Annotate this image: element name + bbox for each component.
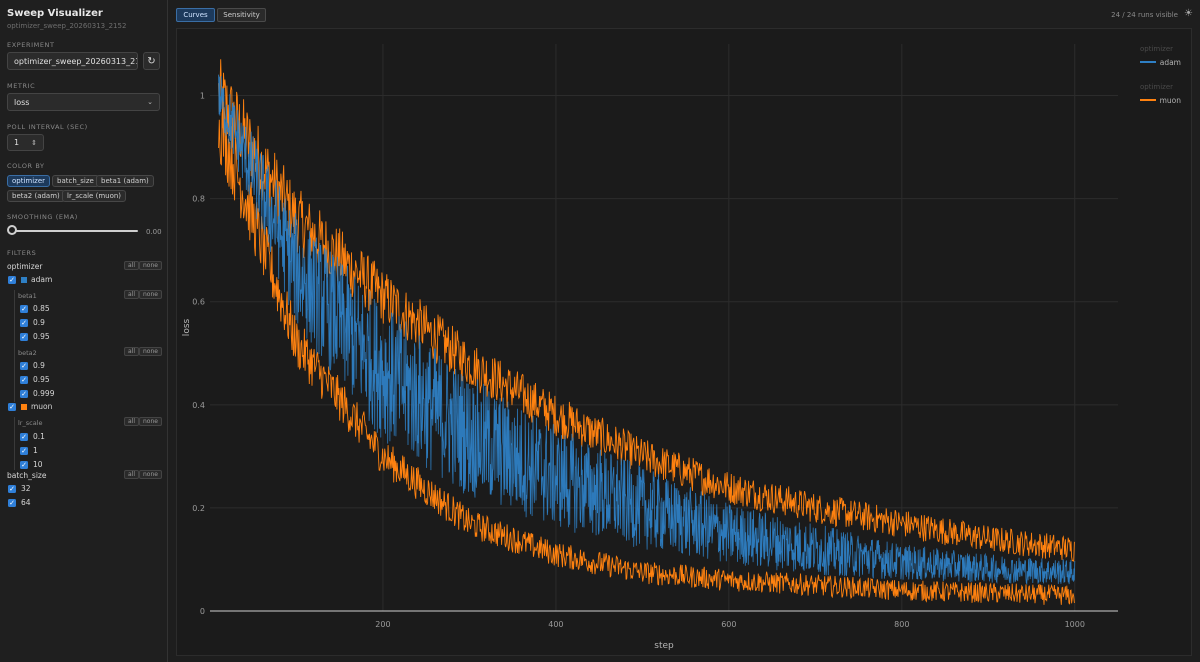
experiment-select[interactable]: optimizer_sweep_20260313_215 ⌄ [7, 52, 138, 70]
checkbox-checked-icon[interactable]: ✓ [8, 275, 16, 284]
filter-option-beta1[interactable]: ✓ 0.95 [20, 332, 50, 341]
checkbox-checked-icon[interactable]: ✓ [20, 361, 28, 370]
legend-title: optimizer [1140, 45, 1173, 53]
filter-lr-scale-none[interactable]: none [139, 417, 162, 426]
series-line-muon [218, 107, 1075, 605]
filter-beta1-none[interactable]: none [139, 290, 162, 299]
app-title: Sweep Visualizer [7, 8, 103, 19]
filter-option-batch-size[interactable]: ✓ 64 [8, 498, 31, 507]
checkbox-checked-icon[interactable]: ✓ [20, 375, 28, 384]
y-axis-label: loss [182, 318, 192, 336]
y-tick-label: 0.4 [192, 401, 205, 410]
legend-label-muon: muon [1160, 96, 1182, 105]
checkbox-checked-icon[interactable]: ✓ [20, 318, 28, 327]
filter-option-muon[interactable]: ✓ muon [8, 402, 53, 411]
smoothing-value: 0.00 [146, 228, 162, 236]
filter-group-beta2: beta2 [18, 349, 37, 357]
filter-option-beta1[interactable]: ✓ 0.85 [20, 304, 50, 313]
tab-curves[interactable]: Curves [176, 8, 215, 22]
filter-batch-size-all[interactable]: all [124, 470, 140, 479]
x-tick-label: 200 [375, 620, 390, 629]
color-by-beta1[interactable]: beta1 (adam) [96, 175, 154, 187]
series-line-adam [218, 74, 1076, 586]
filters-label: FILTERS [7, 249, 37, 257]
plot-container: 0 0.2 0.4 0.6 0.8 1 200 400 600 800 1000 step loss op… [176, 28, 1192, 656]
filter-beta1-all[interactable]: all [124, 290, 140, 299]
refresh-icon: ↻ [147, 55, 156, 67]
checkbox-checked-icon[interactable]: ✓ [8, 402, 16, 411]
nest-guide [14, 417, 15, 470]
filter-option-lr-scale[interactable]: ✓ 10 [20, 460, 43, 469]
checkbox-checked-icon[interactable]: ✓ [20, 304, 28, 313]
filter-option-beta1[interactable]: ✓ 0.9 [20, 318, 45, 327]
x-tick-label: 800 [894, 620, 909, 629]
checkbox-checked-icon[interactable]: ✓ [20, 460, 28, 469]
filter-beta2-all[interactable]: all [124, 347, 140, 356]
series-line-muon [218, 59, 1075, 563]
filter-group-beta1: beta1 [18, 292, 37, 300]
experiment-value: optimizer_sweep_20260313_215 [14, 56, 138, 66]
checkbox-checked-icon[interactable]: ✓ [20, 389, 28, 398]
checkbox-checked-icon[interactable]: ✓ [20, 332, 28, 341]
checkbox-checked-icon[interactable]: ✓ [8, 498, 16, 507]
metric-label: METRIC [7, 82, 36, 90]
filter-option-beta2[interactable]: ✓ 0.9 [20, 361, 45, 370]
color-swatch [21, 403, 27, 410]
app-subtitle: optimizer_sweep_20260313_2152 [7, 22, 127, 30]
color-by-label: COLOR BY [7, 162, 45, 170]
x-tick-label: 1000 [1065, 620, 1085, 629]
filter-batch-size-none[interactable]: none [139, 470, 162, 479]
nest-guide [14, 290, 15, 402]
filter-beta2-none[interactable]: none [139, 347, 162, 356]
filter-optimizer-all[interactable]: all [124, 261, 140, 270]
checkbox-checked-icon[interactable]: ✓ [20, 432, 28, 441]
poll-interval-value: 1 [14, 138, 20, 147]
tab-sensitivity[interactable]: Sensitivity [217, 8, 266, 22]
filter-group-batch-size: batch_size [7, 471, 47, 480]
y-tick-label: 0 [200, 607, 205, 616]
chevron-down-icon: ⌄ [147, 98, 153, 106]
sidebar: Sweep Visualizer optimizer_sweep_2026031… [0, 0, 168, 662]
filter-optimizer-none[interactable]: none [139, 261, 162, 270]
runs-visible-count: 24 / 24 runs visible [1111, 11, 1178, 19]
legend-title: optimizer [1140, 83, 1173, 91]
smoothing-slider-handle[interactable] [7, 225, 17, 235]
poll-interval-input[interactable]: 1 ⇕ [7, 134, 44, 151]
x-axis-label: step [654, 641, 674, 651]
color-swatch [21, 276, 27, 283]
stepper-icon[interactable]: ⇕ [31, 138, 37, 147]
color-by-beta2[interactable]: beta2 (adam) [7, 190, 65, 202]
smoothing-label: SMOOTHING (EMA) [7, 213, 78, 221]
color-by-lr-scale[interactable]: lr_scale (muon) [62, 190, 127, 202]
experiment-label: EXPERIMENT [7, 41, 55, 49]
color-by-batch-size[interactable]: batch_size [52, 175, 99, 187]
filter-lr-scale-all[interactable]: all [124, 417, 140, 426]
checkbox-checked-icon[interactable]: ✓ [20, 446, 28, 455]
filter-option-beta2[interactable]: ✓ 0.95 [20, 375, 50, 384]
filter-group-optimizer: optimizer [7, 262, 43, 271]
metric-value: loss [14, 97, 30, 107]
sun-icon[interactable]: ☀ [1184, 8, 1193, 19]
refresh-button[interactable]: ↻ [143, 52, 160, 70]
metric-select[interactable]: loss ⌄ [7, 93, 160, 111]
y-tick-label: 0.8 [192, 195, 205, 204]
filter-group-lr-scale: lr_scale [18, 419, 43, 427]
y-tick-label: 1 [200, 92, 205, 101]
poll-interval-label: POLL INTERVAL (SEC) [7, 123, 88, 131]
legend-label-adam: adam [1160, 58, 1181, 67]
filter-option-batch-size[interactable]: ✓ 32 [8, 484, 31, 493]
loss-chart[interactable]: 0 0.2 0.4 0.6 0.8 1 200 400 600 800 1000 step loss op… [177, 29, 1191, 655]
x-tick-label: 600 [721, 620, 736, 629]
filter-option-adam[interactable]: ✓ adam [8, 275, 53, 284]
y-tick-label: 0.6 [192, 298, 205, 307]
x-tick-label: 400 [548, 620, 563, 629]
filter-option-beta2[interactable]: ✓ 0.999 [20, 389, 55, 398]
y-tick-label: 0.2 [192, 504, 205, 513]
filter-option-lr-scale[interactable]: ✓ 1 [20, 446, 38, 455]
filter-option-lr-scale[interactable]: ✓ 0.1 [20, 432, 45, 441]
smoothing-slider-track[interactable] [12, 230, 138, 232]
checkbox-checked-icon[interactable]: ✓ [8, 484, 16, 493]
color-by-optimizer[interactable]: optimizer [7, 175, 51, 187]
